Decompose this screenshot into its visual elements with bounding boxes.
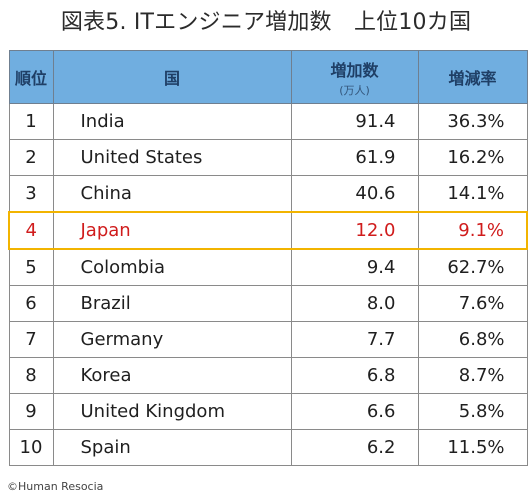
header-rate: 増減率	[417, 50, 528, 104]
table-row: 8 Korea 6.8 8.7%	[8, 357, 528, 394]
rank-cell: 4	[8, 211, 54, 250]
country-cell: Spain	[52, 429, 292, 466]
increase-cell: 6.8	[290, 357, 419, 394]
rate-cell: 6.8%	[417, 321, 528, 358]
increase-cell: 7.7	[290, 321, 419, 358]
country-cell: Brazil	[52, 285, 292, 322]
table-body: 1 India 91.4 36.3% 2 United States 61.9 …	[8, 103, 528, 466]
country-cell: Korea	[52, 357, 292, 394]
rate-cell: 14.1%	[417, 175, 528, 213]
page-title: 図表5. ITエンジニア増加数 上位10カ国	[60, 10, 472, 35]
rate-cell: 16.2%	[417, 139, 528, 176]
increase-cell: 6.2	[290, 429, 419, 466]
rate-cell: 11.5%	[417, 429, 528, 466]
country-cell: Colombia	[52, 248, 292, 286]
table-header-row: 順位 国 増加数 (万人) 増減率	[8, 50, 528, 104]
rank-cell: 2	[8, 139, 54, 176]
rate-cell: 7.6%	[417, 285, 528, 322]
rate-cell: 9.1%	[417, 211, 528, 250]
rank-cell: 5	[8, 248, 54, 286]
rank-cell: 8	[8, 357, 54, 394]
country-cell: United States	[52, 139, 292, 176]
rank-cell: 3	[8, 175, 54, 213]
country-cell: Japan	[52, 211, 292, 250]
table-row: 10 Spain 6.2 11.5%	[8, 429, 528, 466]
rate-cell: 5.8%	[417, 393, 528, 430]
country-cell: India	[52, 103, 292, 140]
increase-cell: 12.0	[290, 211, 419, 250]
rank-cell: 6	[8, 285, 54, 322]
header-rank: 順位	[8, 50, 54, 104]
ranking-table: 順位 国 増加数 (万人) 増減率 1 India 91.4 36.3% 2 U…	[8, 50, 528, 466]
copyright-credit: ©Human Resocia	[7, 480, 104, 493]
country-cell: United Kingdom	[52, 393, 292, 430]
table-row: 2 United States 61.9 16.2%	[8, 139, 528, 176]
increase-cell: 61.9	[290, 139, 419, 176]
increase-cell: 91.4	[290, 103, 419, 140]
header-increase: 増加数 (万人)	[290, 50, 419, 104]
country-cell: China	[52, 175, 292, 213]
rate-cell: 36.3%	[417, 103, 528, 140]
table-row: 7 Germany 7.7 6.8%	[8, 321, 528, 358]
table-row: 3 China 40.6 14.1%	[8, 175, 528, 213]
table-row-highlighted: 4 Japan 12.0 9.1%	[8, 211, 528, 250]
table-row: 5 Colombia 9.4 62.7%	[8, 248, 528, 286]
header-increase-unit: (万人)	[339, 83, 370, 97]
increase-cell: 40.6	[290, 175, 419, 213]
rank-cell: 10	[8, 429, 54, 466]
table-row: 9 United Kingdom 6.6 5.8%	[8, 393, 528, 430]
rank-cell: 7	[8, 321, 54, 358]
rate-cell: 62.7%	[417, 248, 528, 286]
table-row: 1 India 91.4 36.3%	[8, 103, 528, 140]
table-row: 6 Brazil 8.0 7.6%	[8, 285, 528, 322]
header-country: 国	[52, 50, 292, 104]
country-cell: Germany	[52, 321, 292, 358]
increase-cell: 8.0	[290, 285, 419, 322]
increase-cell: 9.4	[290, 248, 419, 286]
increase-cell: 6.6	[290, 393, 419, 430]
rank-cell: 1	[8, 103, 54, 140]
rank-cell: 9	[8, 393, 54, 430]
rate-cell: 8.7%	[417, 357, 528, 394]
header-increase-label: 増加数	[330, 60, 379, 80]
